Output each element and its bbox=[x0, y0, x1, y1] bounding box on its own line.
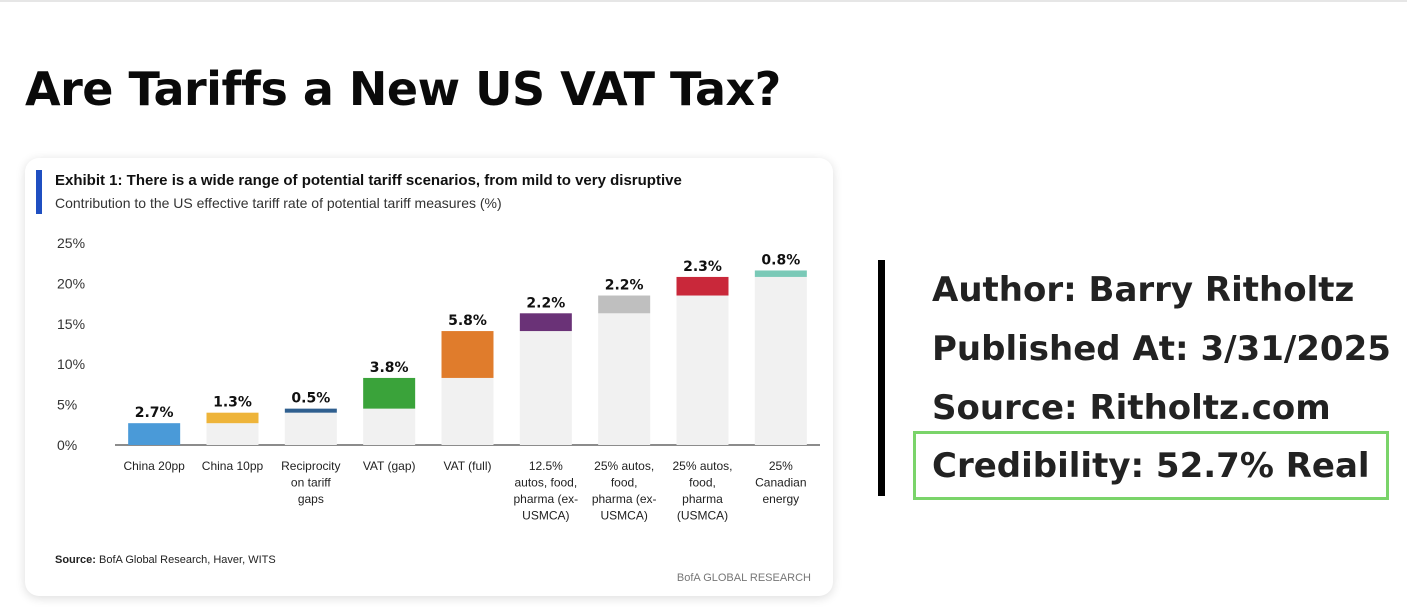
bar bbox=[284, 408, 337, 413]
page-title: Are Tariffs a New US VAT Tax? bbox=[25, 62, 781, 116]
source-note: Source: BofA Global Research, Haver, WIT… bbox=[55, 554, 276, 566]
bar-base bbox=[284, 412, 337, 445]
credibility-box bbox=[913, 431, 1389, 500]
x-tick-label: Reciprocity bbox=[281, 459, 340, 473]
bar bbox=[441, 331, 494, 378]
bar bbox=[206, 412, 259, 424]
x-tick-label: 12.5% bbox=[529, 459, 563, 473]
x-tick-label: gaps bbox=[298, 492, 324, 506]
bar bbox=[519, 313, 572, 332]
data-label: 0.8% bbox=[761, 252, 800, 268]
source-value: Ritholtz.com bbox=[1077, 388, 1331, 428]
y-tick-label: 25% bbox=[57, 235, 85, 251]
source-line: Source: Ritholtz.com bbox=[932, 388, 1331, 428]
bar-base bbox=[598, 313, 651, 445]
x-tick-label: food, bbox=[611, 476, 638, 490]
x-tick-label: VAT (full) bbox=[443, 459, 491, 473]
meta-divider bbox=[878, 260, 885, 496]
bar-base bbox=[363, 408, 416, 445]
top-border bbox=[0, 0, 1407, 2]
x-tick-label: 25% autos, bbox=[672, 459, 732, 473]
x-tick-label: 25% autos, bbox=[594, 459, 654, 473]
bar bbox=[598, 295, 651, 314]
published-line: Published At: 3/31/2025 bbox=[932, 329, 1391, 369]
x-tick-label: China 20pp bbox=[123, 459, 185, 473]
exhibit-subtitle: Contribution to the US effective tariff … bbox=[55, 195, 502, 211]
bar bbox=[363, 377, 416, 409]
exhibit-accent-bar bbox=[36, 170, 42, 214]
bar-base bbox=[519, 331, 572, 445]
bar bbox=[676, 276, 729, 296]
bar-base bbox=[676, 295, 729, 445]
bar-base bbox=[206, 423, 259, 445]
bar bbox=[754, 270, 807, 277]
author-line: Author: Barry Ritholtz bbox=[932, 270, 1354, 310]
x-tick-label: (USMCA) bbox=[677, 509, 728, 523]
y-tick-label: 10% bbox=[57, 356, 85, 372]
chart-card: Exhibit 1: There is a wide range of pote… bbox=[25, 158, 833, 596]
credibility-value: 52.7% Real bbox=[1144, 446, 1370, 486]
source-note-text: BofA Global Research, Haver, WITS bbox=[95, 554, 276, 566]
bar-base bbox=[441, 377, 494, 445]
y-tick-label: 5% bbox=[57, 397, 77, 413]
author-label: Author: bbox=[932, 270, 1077, 310]
x-tick-label: pharma bbox=[682, 492, 723, 506]
x-tick-label: China 10pp bbox=[202, 459, 264, 473]
x-tick-label: Canadian bbox=[755, 476, 806, 490]
y-tick-label: 15% bbox=[57, 316, 85, 332]
bar-base bbox=[754, 276, 807, 445]
brand-mark: BofA GLOBAL RESEARCH bbox=[676, 572, 811, 584]
published-label: Published At: bbox=[932, 329, 1189, 369]
exhibit-title: Exhibit 1: There is a wide range of pote… bbox=[55, 172, 682, 189]
x-tick-label: USMCA) bbox=[600, 509, 647, 523]
x-tick-label: food, bbox=[689, 476, 716, 490]
source-label: Source: bbox=[932, 388, 1078, 428]
data-label: 5.8% bbox=[448, 313, 487, 329]
y-tick-label: 0% bbox=[57, 437, 77, 453]
data-label: 1.3% bbox=[213, 395, 252, 411]
credibility-label: Credibility: bbox=[932, 446, 1145, 486]
x-tick-label: autos, food, bbox=[514, 476, 577, 490]
credibility-line: Credibility: 52.7% Real bbox=[932, 446, 1370, 486]
data-label: 3.8% bbox=[370, 360, 409, 376]
published-value: 3/31/2025 bbox=[1188, 329, 1391, 369]
author-value: Barry Ritholtz bbox=[1076, 270, 1355, 310]
x-tick-label: VAT (gap) bbox=[363, 459, 416, 473]
x-tick-label: energy bbox=[762, 492, 799, 506]
data-label: 2.2% bbox=[605, 278, 644, 294]
data-label: 0.5% bbox=[291, 391, 330, 407]
data-label: 2.3% bbox=[683, 259, 722, 275]
tariff-bar-chart: 0% 5% 10% 15% 20% 25% 2.7% China 20pp 1.3% China … bbox=[57, 235, 820, 523]
x-tick-label: USMCA) bbox=[522, 509, 569, 523]
source-note-label: Source: bbox=[55, 554, 96, 566]
bar bbox=[128, 423, 181, 445]
y-tick-label: 20% bbox=[57, 275, 85, 291]
x-tick-label: pharma (ex- bbox=[592, 492, 657, 506]
data-label: 2.2% bbox=[526, 295, 565, 311]
x-tick-label: pharma (ex- bbox=[513, 492, 578, 506]
data-label: 2.7% bbox=[135, 405, 174, 421]
x-tick-label: 25% bbox=[769, 459, 793, 473]
x-tick-label: on tariff bbox=[291, 476, 331, 490]
